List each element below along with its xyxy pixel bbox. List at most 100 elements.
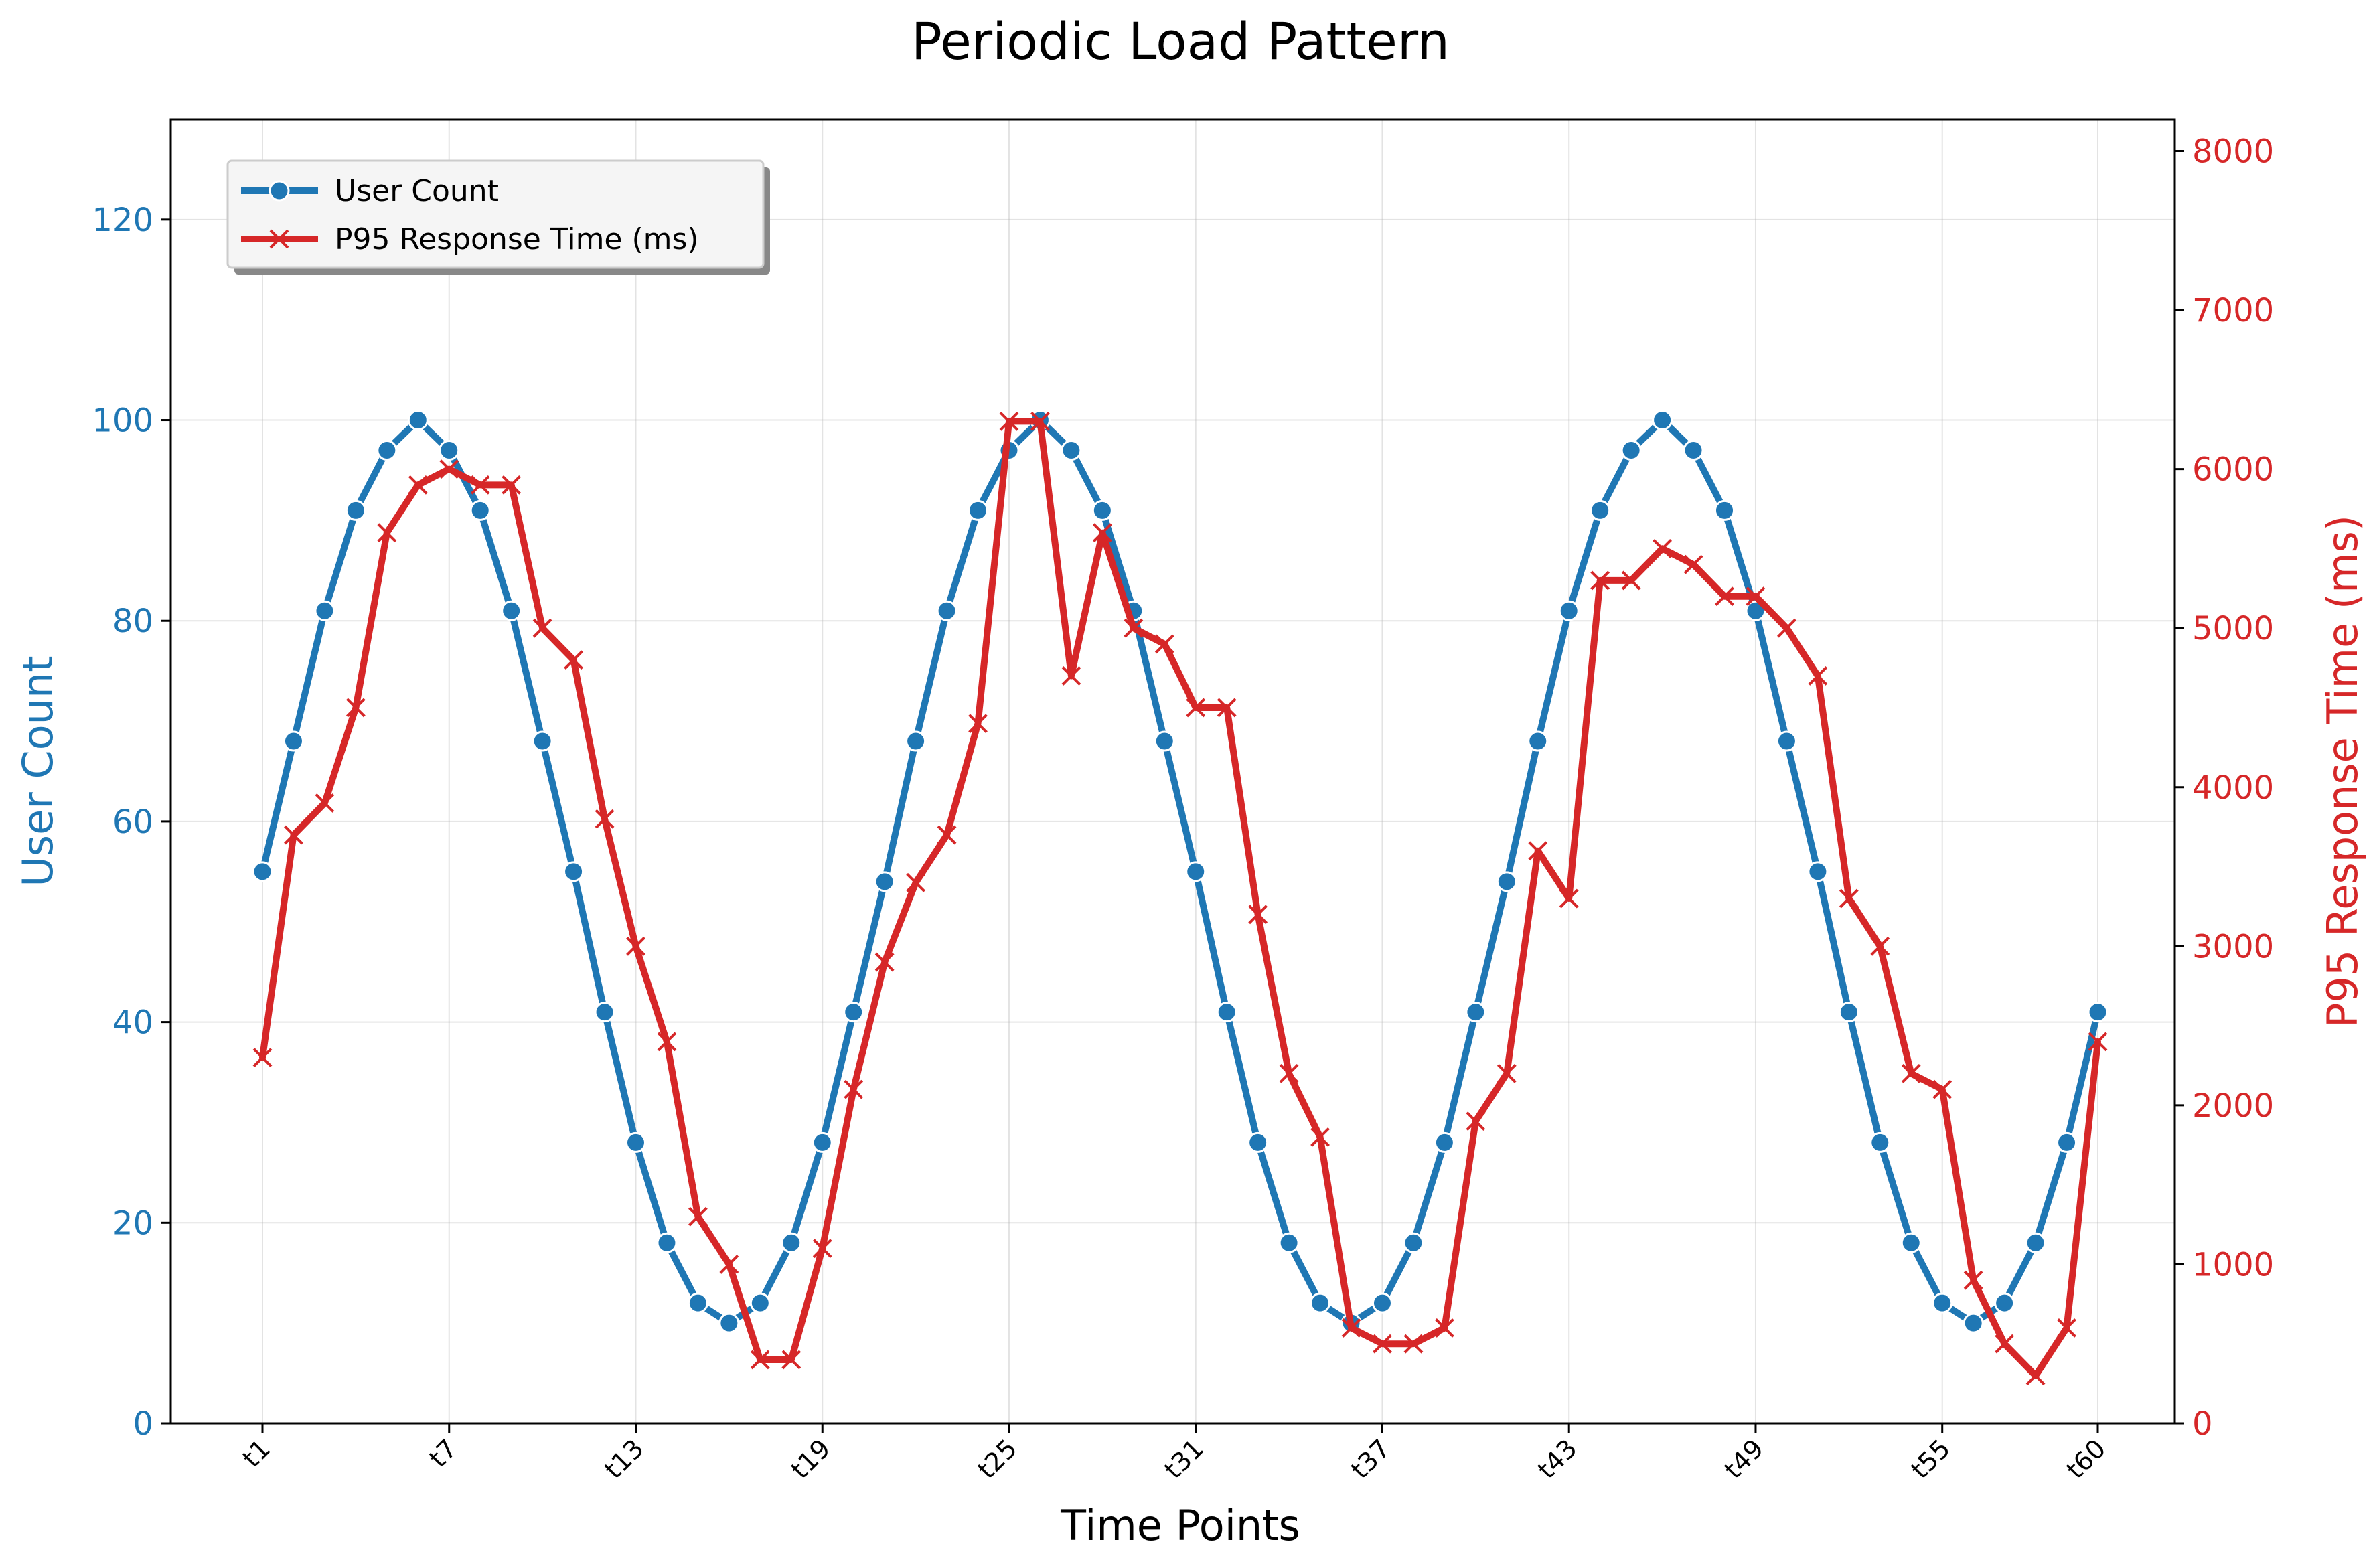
data-point [688, 1206, 708, 1227]
data-point [812, 1239, 832, 1259]
data-point [1186, 698, 1206, 718]
y-left-tick-label: 80 [112, 603, 153, 640]
y-right-tick-label: 3000 [2192, 928, 2274, 965]
data-point [843, 1002, 864, 1023]
data-point [1248, 905, 1268, 925]
y-right-tick-label: 7000 [2192, 292, 2274, 329]
legend-marker [269, 229, 289, 249]
data-point [656, 1232, 678, 1253]
y-left-tick-label: 120 [92, 202, 153, 239]
data-point [1465, 1002, 1486, 1023]
data-point [1777, 618, 1796, 638]
series-line [259, 416, 2101, 1327]
data-point [1653, 539, 1673, 558]
data-point [1341, 1318, 1361, 1338]
data-point [407, 410, 429, 431]
series-user-count [252, 410, 2109, 1334]
data-point [1403, 1232, 1424, 1253]
data-point [1124, 618, 1144, 638]
data-point [283, 730, 304, 752]
data-point [1621, 570, 1641, 591]
data-point [1745, 600, 1766, 621]
data-point [408, 475, 428, 495]
data-point [376, 439, 398, 461]
data-point [501, 600, 522, 621]
data-point [1310, 1292, 1331, 1314]
data-point [1434, 1131, 1455, 1153]
data-point [1496, 871, 1517, 892]
data-point [844, 1079, 864, 1099]
data-point [999, 411, 1019, 431]
data-point [749, 1292, 771, 1314]
legend-label: User Count [335, 174, 499, 208]
data-point [2056, 1131, 2078, 1153]
data-point [968, 714, 988, 734]
data-point [1995, 1334, 2015, 1354]
x-axis-label: Time Points [1060, 1501, 1300, 1550]
data-point [1901, 1063, 1921, 1083]
data-point [1932, 1292, 1953, 1314]
data-point [532, 618, 552, 638]
plot-area-frame [169, 118, 2176, 1425]
data-point [532, 730, 553, 752]
data-point [625, 1131, 646, 1153]
y-left-tick-label: 0 [133, 1405, 153, 1443]
y-left-tick-label: 20 [112, 1204, 153, 1242]
data-point [687, 1292, 708, 1314]
chart-title: Periodic Load Pattern [911, 11, 1450, 71]
data-point [1932, 1079, 1952, 1099]
y-right-tick-label: 2000 [2192, 1087, 2274, 1125]
data-point [937, 825, 957, 845]
data-point [563, 861, 585, 882]
legend-label: P95 Response Time (ms) [335, 222, 699, 256]
data-point [1994, 1292, 2015, 1314]
data-point [439, 459, 459, 479]
data-point [1279, 1063, 1299, 1083]
data-point [1746, 586, 1766, 607]
data-point [2025, 1366, 2046, 1386]
data-point [1776, 730, 1797, 752]
data-point [1434, 1318, 1454, 1338]
data-point [2057, 1318, 2076, 1338]
data-point [906, 872, 926, 892]
data-point [1497, 1063, 1517, 1083]
data-point [1590, 570, 1610, 591]
data-point [1278, 1232, 1300, 1253]
data-point [1527, 730, 1549, 752]
data-point [1061, 666, 1081, 686]
data-point [1310, 1127, 1330, 1147]
data-point [1217, 698, 1237, 718]
data-point [1528, 841, 1548, 861]
data-point [595, 809, 615, 829]
legend-box [226, 159, 765, 269]
data-point [1620, 439, 1642, 461]
data-point [968, 499, 989, 521]
data-point [1216, 1002, 1237, 1023]
data-point [718, 1312, 740, 1334]
data-point [812, 1131, 833, 1153]
data-point [1963, 1312, 1984, 1334]
data-point [626, 936, 645, 956]
data-point [1683, 439, 1704, 461]
data-point [1466, 1111, 1486, 1131]
data-point [1247, 1131, 1269, 1153]
data-point [469, 499, 491, 521]
data-point [781, 1232, 802, 1253]
data-point [1154, 634, 1174, 654]
data-point [750, 1350, 770, 1370]
data-point [314, 600, 335, 621]
series-p95-response-time-ms [252, 411, 2108, 1386]
y-axis-left-label: User Count [13, 655, 62, 886]
data-point [2088, 1032, 2108, 1052]
data-point [502, 475, 522, 495]
data-point [470, 475, 490, 495]
data-point [1900, 1232, 1922, 1253]
data-point [1373, 1334, 1392, 1354]
data-point [1652, 410, 1673, 431]
data-point [2025, 1232, 2046, 1253]
data-point [1403, 1334, 1424, 1354]
data-point [594, 1002, 615, 1023]
data-point [719, 1255, 739, 1274]
data-point [346, 698, 366, 718]
